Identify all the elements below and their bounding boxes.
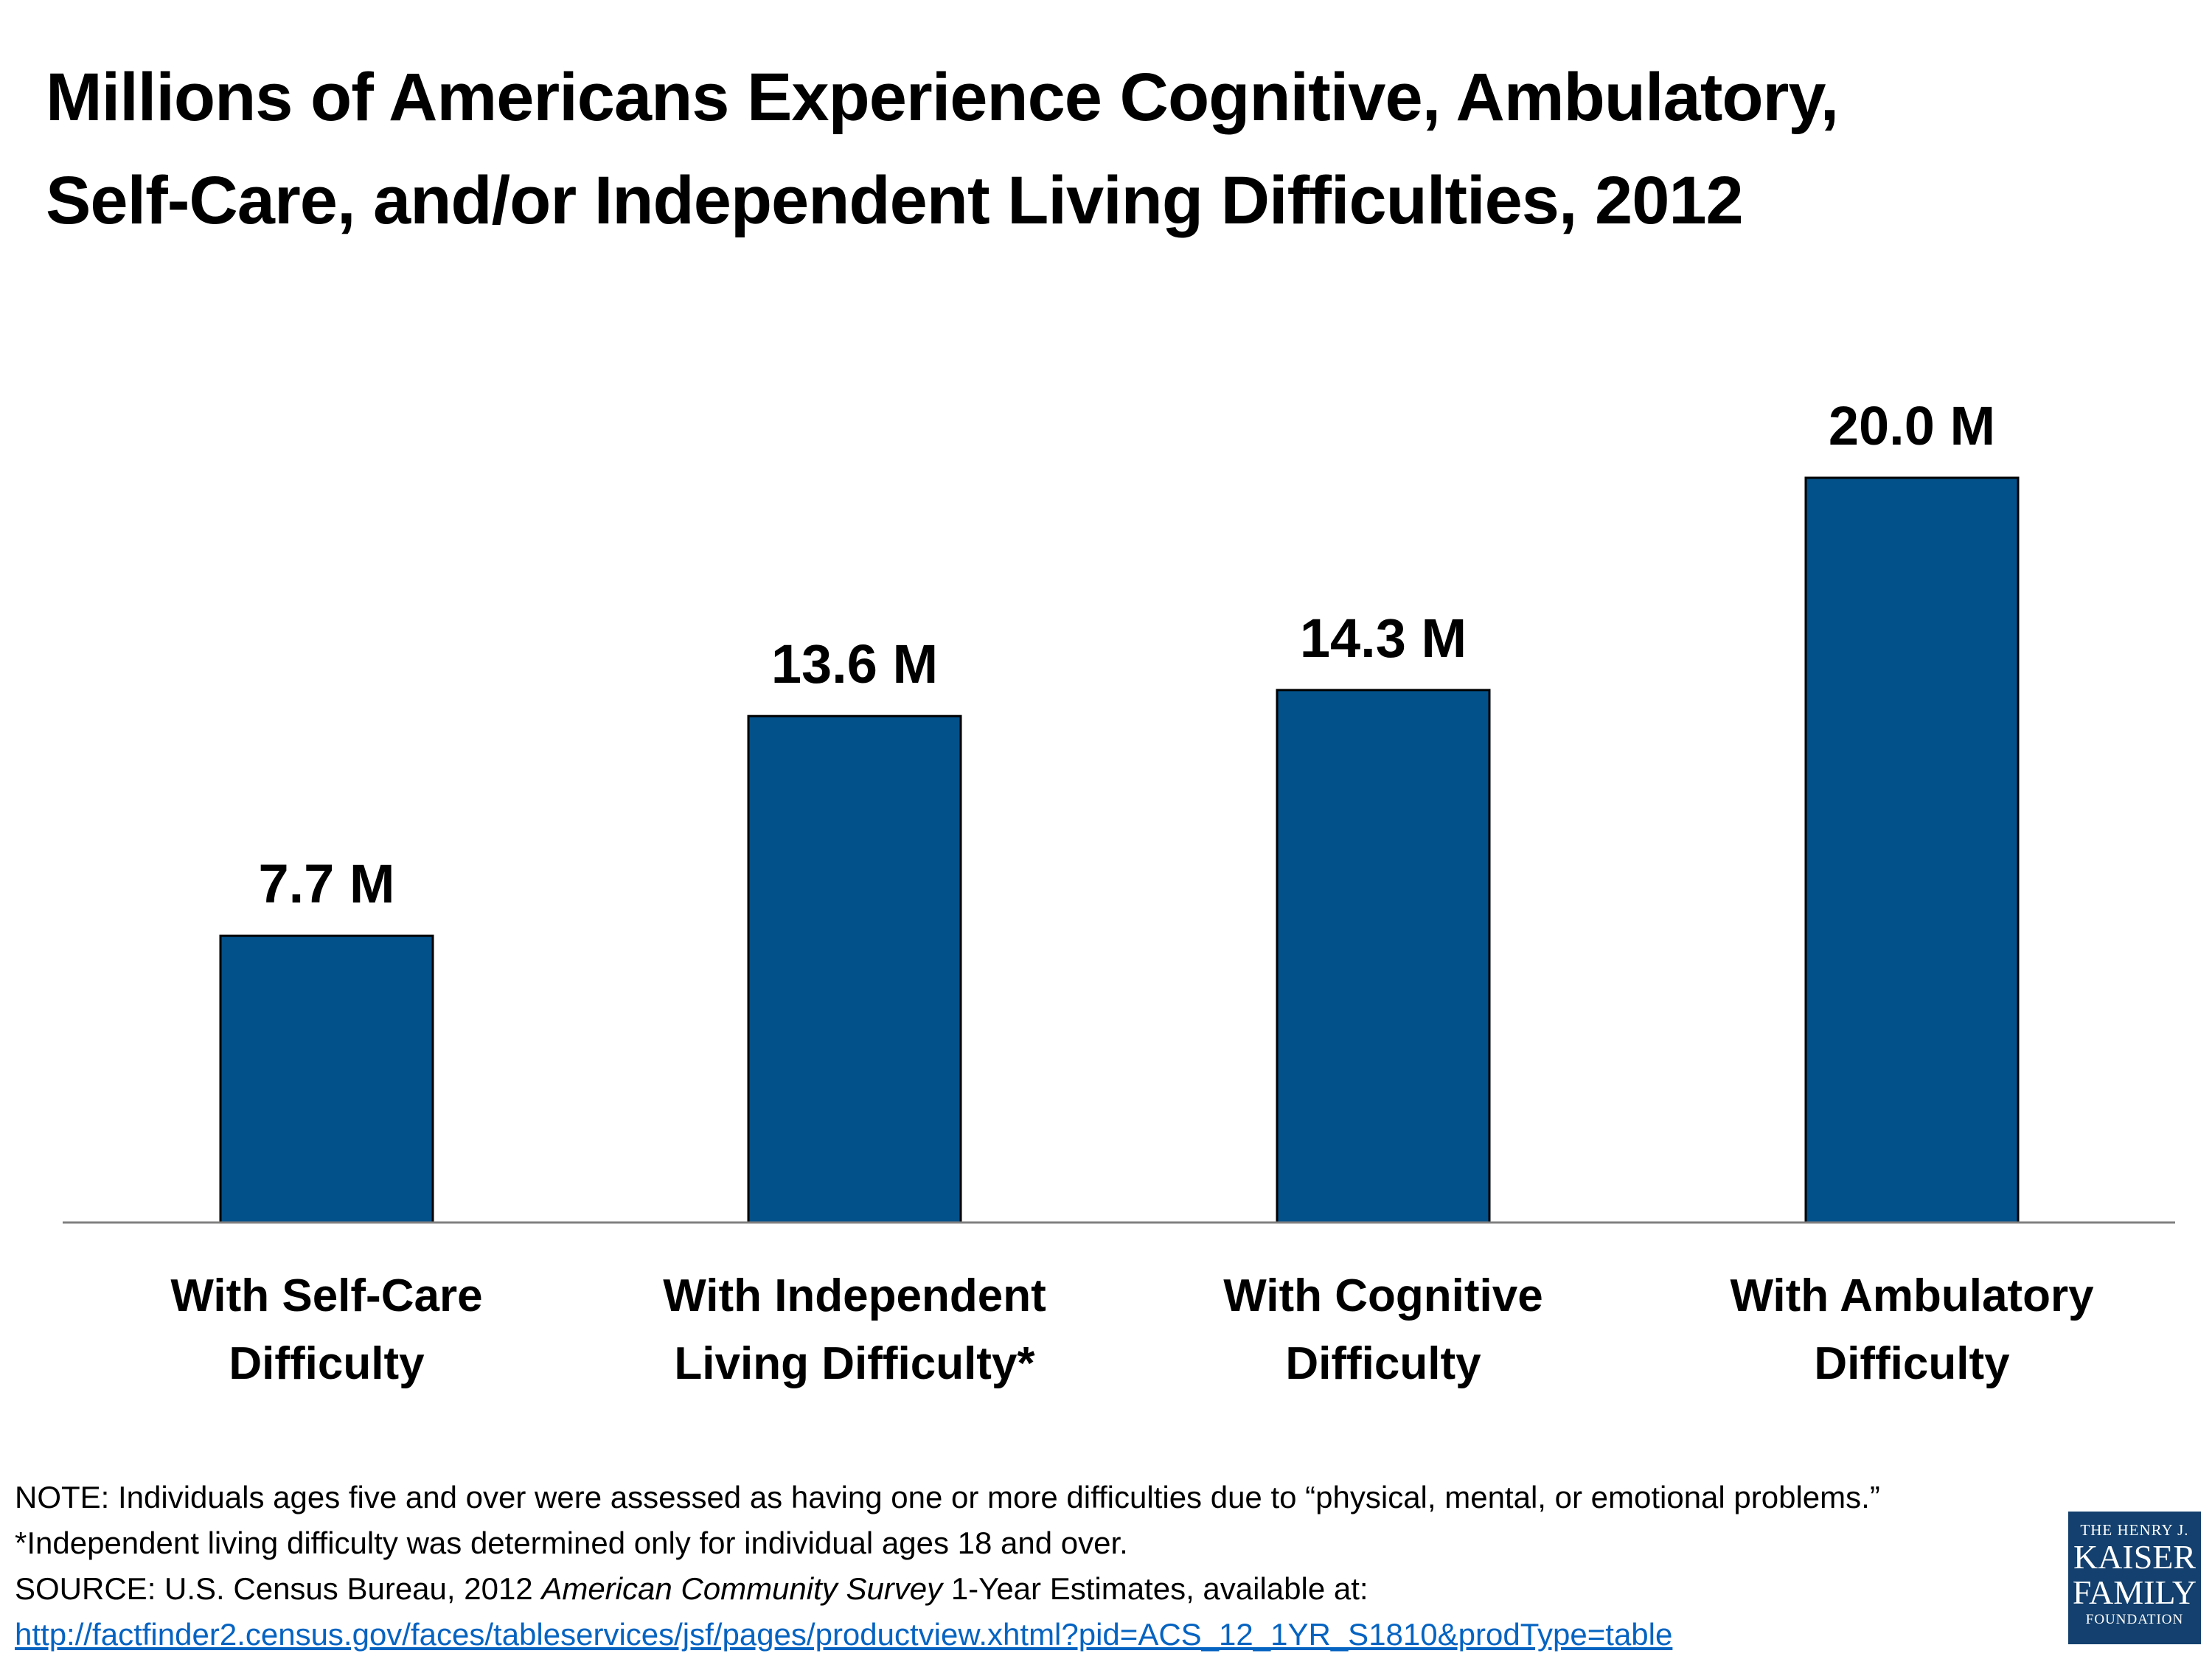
note-text: NOTE: Individuals ages five and over wer…: [15, 1480, 1880, 1514]
category-label-1-line-2: Difficulty: [229, 1338, 425, 1389]
source-text: SOURCE: U.S. Census Bureau, 2012 America…: [15, 1566, 2065, 1612]
chart-notes: NOTE: Individuals ages five and over wer…: [15, 1475, 2065, 1658]
source-suffix: 1-Year Estimates, available at:: [942, 1571, 1368, 1606]
value-label-1: 7.7 M: [258, 853, 394, 914]
value-label-2: 13.6 M: [771, 633, 938, 695]
value-label-3: 14.3 M: [1300, 608, 1467, 669]
kaiser-family-foundation-logo: THE HENRY J. KAISER FAMILY FOUNDATION: [2068, 1512, 2201, 1644]
source-survey-name: American Community Survey: [541, 1571, 943, 1606]
bar-3: [1276, 689, 1491, 1224]
category-label-3-line-1: With Cognitive: [1223, 1270, 1543, 1321]
source-link[interactable]: http://factfinder2.census.gov/faces/tabl…: [15, 1617, 1673, 1652]
logo-line-1: THE HENRY J.: [2080, 1521, 2189, 1539]
logo-line-3: FAMILY: [2072, 1573, 2197, 1611]
chart-title-line-1: Millions of Americans Experience Cogniti…: [46, 60, 1839, 135]
category-label-4-line-2: Difficulty: [1814, 1338, 2010, 1389]
chart-title: Millions of Americans Experience Cogniti…: [46, 46, 2154, 252]
category-label-2-line-1: With Independent: [663, 1270, 1046, 1321]
bar-2: [747, 714, 962, 1224]
category-label-1-line-1: With Self-Care: [170, 1270, 482, 1321]
bar-4: [1804, 476, 2020, 1224]
logo-line-2: KAISER: [2073, 1538, 2197, 1576]
category-label-3-line-2: Difficulty: [1285, 1338, 1481, 1389]
footnote-text: *Independent living difficulty was deter…: [15, 1526, 1128, 1560]
chart-title-line-2: Self-Care, and/or Independent Living Dif…: [46, 163, 1744, 238]
value-label-4: 20.0 M: [1829, 395, 1995, 456]
category-label-4-line-1: With Ambulatory: [1730, 1270, 2094, 1321]
logo-line-4: FOUNDATION: [2085, 1612, 2184, 1627]
source-prefix: SOURCE: U.S. Census Bureau, 2012: [15, 1571, 542, 1606]
category-label-2-line-2: Living Difficulty*: [674, 1338, 1035, 1389]
bar-1: [219, 934, 434, 1224]
bar-chart: 7.7 M With Self-Care Difficulty 13.6 M With …: [63, 395, 2175, 1389]
